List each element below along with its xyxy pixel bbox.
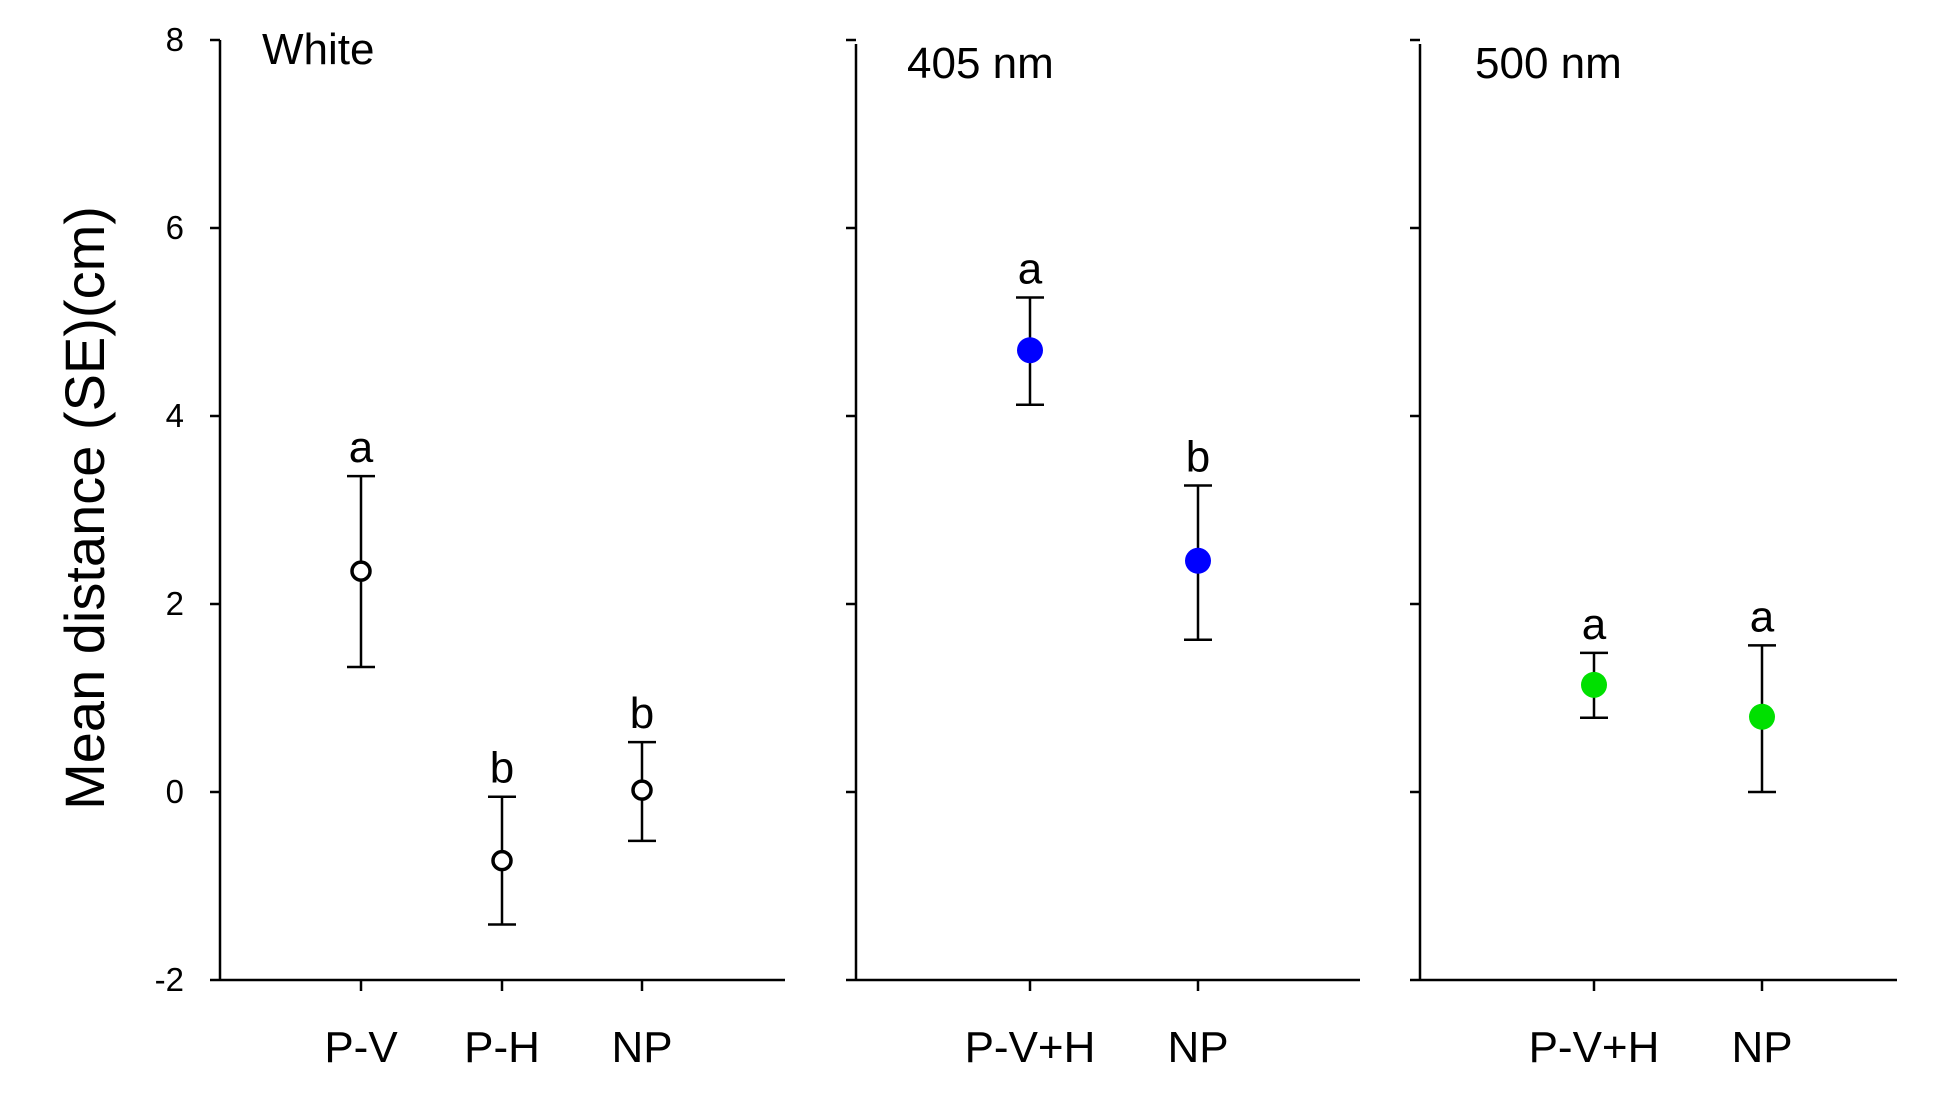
y-tick-label: 8: [166, 21, 184, 58]
panel-title: 500 nm: [1475, 39, 1622, 88]
category-label: P-V+H: [1529, 1023, 1660, 1072]
y-tick-label: 4: [166, 397, 184, 434]
category-label: P-H: [464, 1023, 540, 1072]
data-point: [1185, 547, 1211, 574]
data-point: [350, 560, 372, 582]
significance-label: a: [349, 423, 374, 472]
category-label: P-V: [324, 1023, 398, 1072]
significance-label: a: [1582, 600, 1607, 649]
y-tick-label: 6: [166, 209, 184, 246]
significance-label: a: [1750, 592, 1775, 641]
y-tick-label: 2: [166, 585, 184, 622]
data-point: [1581, 671, 1607, 698]
category-label: P-V+H: [965, 1023, 1096, 1072]
category-label: NP: [611, 1023, 672, 1072]
y-tick-label: 0: [166, 773, 184, 810]
data-point: [1017, 337, 1043, 364]
significance-label: b: [490, 744, 514, 793]
significance-label: b: [1186, 433, 1210, 482]
panel-2: 405 nm a P-V+H b NP: [846, 38, 1360, 1072]
significance-label: a: [1018, 245, 1043, 294]
panel-3: 500 nm a P-V+H a NP: [1410, 38, 1897, 1072]
panel-1: -2 0 2 4 6 8 White a P-V b P-H b NP: [155, 21, 785, 1072]
y-tick-label: -2: [155, 961, 184, 998]
significance-label: b: [630, 689, 654, 738]
data-point: [1749, 703, 1775, 730]
y-axis-title: Mean distance (SE)(cm): [53, 206, 116, 810]
panel-title: 405 nm: [907, 39, 1054, 88]
category-label: NP: [1167, 1023, 1228, 1072]
data-point: [631, 779, 653, 801]
panel-title: White: [262, 25, 374, 74]
category-label: NP: [1731, 1023, 1792, 1072]
data-point: [491, 849, 513, 872]
